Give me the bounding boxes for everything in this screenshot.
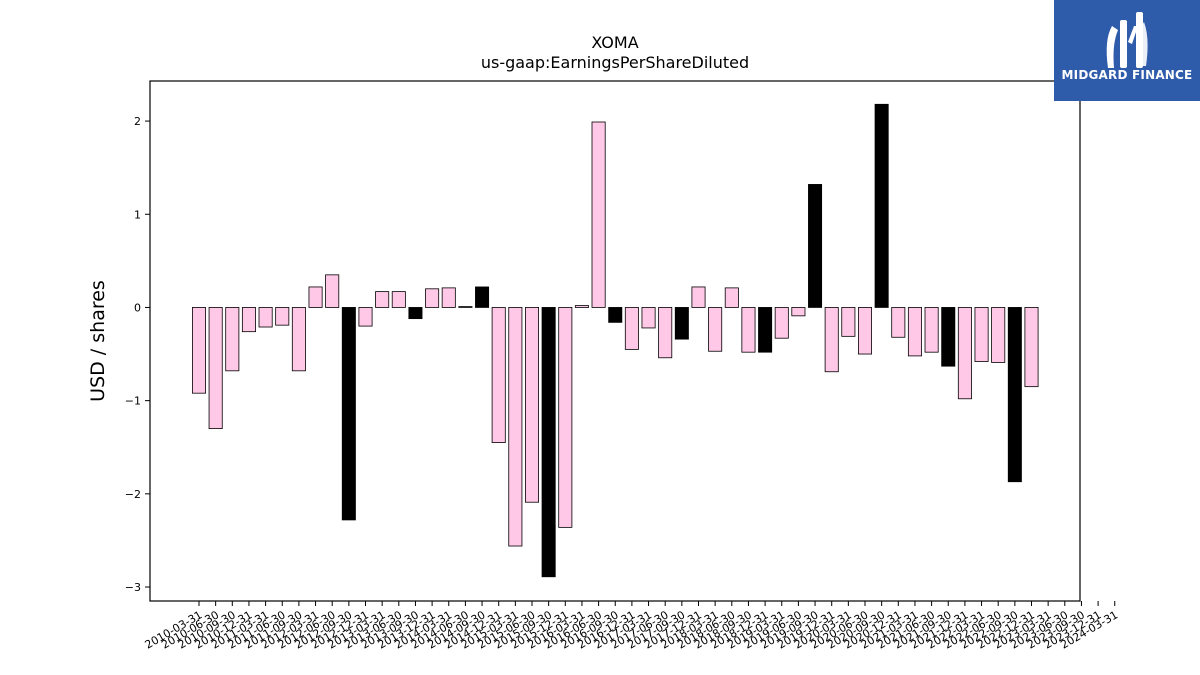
bar-2016-06-30	[591, 121, 606, 308]
bar-2010-06-30	[208, 307, 223, 430]
bar-2016-09-30	[608, 307, 623, 323]
bar-2013-06-30	[391, 291, 406, 308]
bars-group	[191, 103, 1039, 578]
bar-2018-09-30	[741, 307, 756, 353]
y-tick-label: −1	[125, 395, 141, 408]
y-axis: −3 −2 −1 0 1 2	[125, 115, 150, 594]
bar-2019-12-31	[824, 307, 839, 373]
bar-2014-03-31	[441, 287, 456, 308]
y-tick-label: 1	[134, 208, 141, 221]
bar-2010-09-30	[225, 307, 240, 372]
chart-subtitle: us-gaap:EarningsPerShareDiluted	[481, 53, 749, 72]
y-tick-label: −3	[125, 581, 141, 594]
midgard-finance-logo: MIDGARD FINANCE	[1054, 0, 1200, 101]
bar-2017-09-30	[674, 307, 689, 340]
bar-2018-03-31	[708, 307, 723, 352]
bar-2019-03-31	[774, 307, 789, 339]
y-axis-label: USD / shares	[87, 280, 109, 402]
bar-2021-03-31	[907, 307, 922, 357]
bar-2020-06-30	[858, 307, 873, 355]
plot-frame	[149, 80, 1081, 602]
bar-2011-06-30	[275, 307, 290, 326]
bar-2017-06-30	[658, 307, 673, 359]
y-tick-label: −2	[125, 488, 141, 501]
bar-2017-03-31	[641, 307, 656, 329]
bar-2016-12-31	[624, 307, 639, 350]
bar-2015-03-31	[508, 307, 523, 547]
bar-2014-06-30	[458, 306, 473, 308]
bar-2013-09-30	[408, 307, 423, 320]
bar-2020-09-30	[874, 103, 889, 308]
bar-2013-12-31	[425, 288, 440, 308]
logo-text: MIDGARD FINANCE	[1061, 68, 1193, 82]
bar-2022-06-30	[991, 307, 1006, 363]
bar-2020-12-31	[891, 307, 906, 338]
bar-2021-12-31	[957, 307, 972, 400]
bar-2018-06-30	[724, 287, 739, 308]
x-axis: 2010-03-312010-06-302010-09-302010-12-31…	[143, 601, 1120, 652]
bar-2012-06-30	[325, 274, 340, 308]
midgard-logo-icon	[1106, 12, 1148, 68]
bar-2021-06-30	[924, 307, 939, 353]
bar-2012-09-30	[341, 307, 356, 521]
bar-2015-12-31	[558, 307, 573, 528]
bar-2014-12-31	[491, 307, 506, 443]
bar-2019-06-30	[791, 307, 806, 317]
y-tick-label: 0	[134, 301, 141, 314]
bar-2014-09-30	[475, 286, 490, 308]
bar-2017-12-31	[691, 286, 706, 308]
bar-2011-09-30	[291, 307, 306, 372]
y-tick-label: 2	[134, 115, 141, 128]
bar-2018-12-31	[758, 307, 773, 353]
bar-2020-03-31	[841, 307, 856, 337]
bar-2022-03-31	[974, 307, 989, 362]
bar-2022-09-30	[1007, 307, 1022, 483]
chart-title: XOMA	[591, 33, 638, 52]
bar-2010-03-31	[191, 307, 206, 394]
bar-2015-06-30	[525, 307, 540, 503]
bar-2012-12-31	[358, 307, 373, 327]
bar-2022-12-31	[1024, 307, 1039, 388]
bar-2021-09-30	[941, 307, 956, 367]
bar-2011-03-31	[258, 307, 273, 328]
bar-2010-12-31	[241, 307, 256, 333]
bar-2015-09-30	[541, 307, 556, 578]
bar-2016-03-31	[574, 305, 589, 308]
bar-2012-03-31	[308, 286, 323, 308]
bar-2019-09-30	[808, 184, 823, 308]
bar-2013-03-31	[375, 291, 390, 308]
